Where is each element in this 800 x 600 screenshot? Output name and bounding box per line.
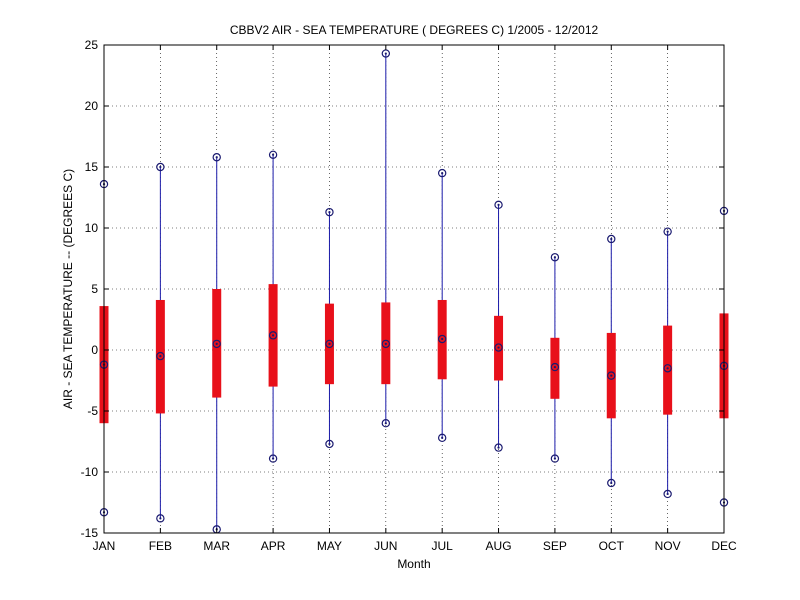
max-marker xyxy=(156,162,165,172)
median-marker-dot xyxy=(610,374,613,377)
min-marker xyxy=(437,433,447,443)
y-tick-label: -15 xyxy=(81,526,99,540)
max-marker xyxy=(607,234,616,244)
y-tick-label: -5 xyxy=(87,404,98,418)
min-marker xyxy=(494,443,503,452)
max-marker xyxy=(550,253,560,262)
min-marker xyxy=(156,514,165,523)
median-marker xyxy=(607,371,616,380)
x-tick-label: JUL xyxy=(432,539,454,553)
median-marker xyxy=(494,343,503,352)
y-tick-label: -10 xyxy=(81,465,99,479)
max-marker-dot xyxy=(328,211,331,214)
max-marker-dot xyxy=(610,237,613,241)
min-marker-dot xyxy=(441,436,444,439)
median-marker-dot xyxy=(215,342,218,345)
x-tick-label: JAN xyxy=(93,539,116,553)
x-tick-label: JUN xyxy=(374,539,397,553)
min-marker xyxy=(663,489,672,499)
min-marker-dot xyxy=(328,442,331,446)
y-tick-label: 25 xyxy=(85,38,99,52)
max-marker-dot xyxy=(497,203,500,206)
y-tick-label: 10 xyxy=(85,221,99,235)
y-tick-label: 0 xyxy=(91,343,98,357)
median-marker-dot xyxy=(328,342,331,345)
min-marker xyxy=(325,439,334,449)
min-marker xyxy=(268,454,278,463)
median-marker-dot xyxy=(271,334,275,337)
x-tick-label: SEP xyxy=(543,539,567,553)
min-marker-dot xyxy=(553,457,557,460)
min-marker-dot xyxy=(384,422,387,425)
median-marker xyxy=(156,351,165,361)
x-tick-label: DEC xyxy=(711,539,737,553)
min-marker-dot xyxy=(497,446,500,449)
x-tick-label: NOV xyxy=(655,539,681,553)
max-marker-dot xyxy=(553,256,557,259)
min-marker xyxy=(607,478,616,488)
median-marker-dot xyxy=(666,367,669,370)
min-marker-dot xyxy=(271,457,275,460)
median-marker xyxy=(437,334,447,344)
axis-ticks: -15 -10 -5 0 5 10 15 20 25 JAN FEB MAR APR MAY JUN JUL A… xyxy=(81,38,737,553)
x-tick-label: APR xyxy=(261,539,286,553)
x-axis-label: Month xyxy=(397,557,430,571)
median-marker xyxy=(325,339,334,349)
max-marker-dot xyxy=(215,156,218,159)
median-marker xyxy=(663,364,672,373)
min-marker-dot xyxy=(666,492,669,496)
x-tick-label: AUG xyxy=(486,539,512,553)
max-marker xyxy=(494,200,503,210)
median-marker xyxy=(268,331,278,340)
median-marker xyxy=(381,339,391,349)
median-marker xyxy=(550,362,560,372)
y-tick-label: 15 xyxy=(85,160,99,174)
x-tick-label: FEB xyxy=(149,539,172,553)
max-marker xyxy=(437,168,447,178)
median-marker-dot xyxy=(553,365,557,369)
max-marker xyxy=(268,150,278,159)
x-tick-label: OCT xyxy=(599,539,625,553)
max-marker-dot xyxy=(666,230,669,233)
y-tick-label: 20 xyxy=(85,99,99,113)
min-marker xyxy=(550,454,560,463)
min-marker-dot xyxy=(610,481,613,485)
max-marker-dot xyxy=(441,172,444,175)
median-marker-dot xyxy=(159,355,162,358)
x-tick-label: MAY xyxy=(317,539,342,553)
max-marker-dot xyxy=(159,165,162,169)
x-tick-label: MAR xyxy=(203,539,230,553)
chart-title: CBBV2 AIR - SEA TEMPERATURE ( DEGREES C)… xyxy=(230,23,599,37)
max-marker xyxy=(325,207,334,217)
median-marker xyxy=(212,339,221,349)
iqr-box xyxy=(550,337,560,399)
y-axis-label: AIR - SEA TEMPERATURE -- (DEGREES C) xyxy=(61,169,75,409)
max-marker-dot xyxy=(271,153,275,156)
max-marker-dot xyxy=(384,52,387,55)
max-marker xyxy=(212,153,221,162)
median-marker-dot xyxy=(384,342,387,345)
iqr-box xyxy=(663,325,673,415)
max-marker xyxy=(663,227,672,236)
y-tick-label: 5 xyxy=(91,282,98,296)
median-marker-dot xyxy=(497,346,500,349)
median-marker-dot xyxy=(441,337,444,341)
min-marker xyxy=(381,419,391,428)
min-marker-dot xyxy=(159,517,162,520)
